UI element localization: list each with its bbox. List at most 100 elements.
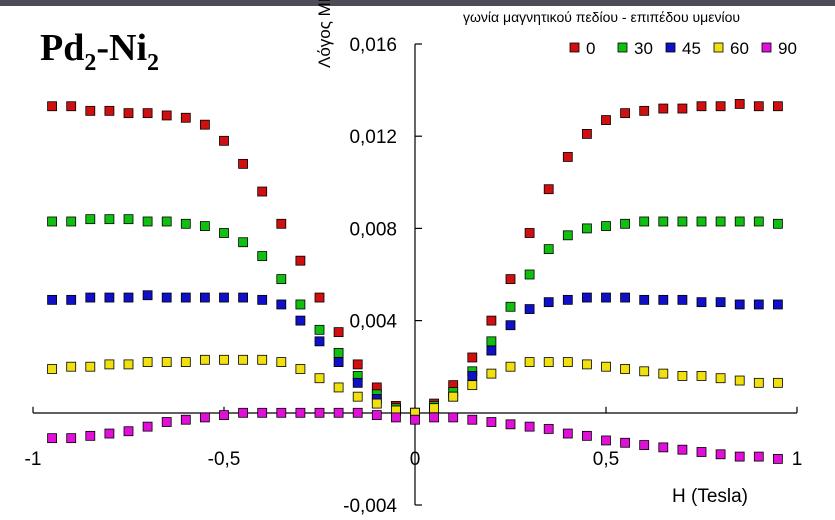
- point-s60-32: [658, 368, 669, 379]
- point-s0-35: [715, 101, 726, 112]
- point-s90-23: [486, 417, 497, 427]
- point-s0-36: [734, 99, 745, 109]
- point-s60-4: [123, 359, 134, 370]
- point-s30-27: [562, 230, 573, 241]
- point-s90-21: [448, 412, 459, 423]
- point-s90-5: [142, 421, 153, 432]
- point-s45-4: [123, 292, 134, 303]
- point-s0-28: [582, 128, 592, 139]
- legend-label-45: 45: [682, 39, 701, 58]
- point-s45-10: [238, 292, 249, 303]
- point-s0-31: [639, 105, 650, 116]
- point-s30-2: [85, 214, 96, 225]
- point-s45-37: [753, 299, 764, 310]
- point-s30-29: [601, 221, 611, 231]
- point-s45-31: [639, 294, 650, 305]
- x-tick-label-0: -1: [25, 449, 42, 470]
- point-s60-35: [715, 373, 726, 384]
- point-s60-26: [543, 357, 554, 367]
- y-tick-label-2: 0,008: [349, 219, 397, 240]
- legend-label-0: 0: [586, 39, 595, 58]
- point-s0-26: [543, 184, 554, 195]
- point-s90-22: [467, 414, 478, 425]
- point-s0-16: [352, 359, 363, 370]
- point-s90-29: [601, 435, 611, 446]
- tick-labels: -1 -0,5 0 0,5 1 -0,004 0,004 0,008 0,012 0,016: [25, 35, 803, 517]
- x-tick-label-3: 0,5: [593, 449, 619, 470]
- point-s30-5: [142, 216, 153, 227]
- point-s30-11: [257, 251, 268, 261]
- point-s0-14: [314, 292, 325, 303]
- point-s60-9: [219, 354, 229, 365]
- point-s0-6: [161, 110, 172, 121]
- point-s30-8: [199, 221, 210, 231]
- point-s90-32: [658, 442, 669, 453]
- point-s0-38: [773, 101, 783, 112]
- point-s90-0: [47, 433, 57, 444]
- point-s45-26: [543, 297, 554, 308]
- point-s90-36: [734, 451, 745, 462]
- point-s90-33: [677, 444, 688, 455]
- point-s30-6: [161, 216, 172, 227]
- point-s60-22: [467, 380, 478, 391]
- point-s45-13: [295, 315, 306, 326]
- point-s90-37: [753, 451, 764, 462]
- y-tick-label-1: 0,004: [349, 312, 397, 333]
- point-s45-23: [486, 345, 497, 356]
- point-s45-35: [715, 297, 726, 308]
- point-s90-19: [410, 414, 420, 425]
- legend-title: γωνία μαγνητικού πεδίου - επιπέδου υμενί…: [463, 9, 740, 25]
- legend-label-30: 30: [634, 39, 653, 58]
- point-s60-2: [85, 361, 96, 372]
- point-s30-7: [180, 218, 191, 229]
- point-s60-13: [295, 364, 306, 374]
- point-s0-15: [333, 327, 344, 338]
- point-s90-26: [543, 424, 554, 434]
- point-s60-25: [524, 357, 535, 367]
- x-tick-label-1: -0,5: [208, 449, 241, 470]
- point-s0-30: [620, 108, 630, 119]
- point-s0-13: [295, 255, 306, 266]
- point-s45-0: [47, 294, 57, 305]
- point-s45-29: [601, 292, 611, 303]
- point-s45-36: [734, 299, 745, 310]
- point-s90-31: [639, 440, 650, 450]
- point-s45-12: [276, 299, 287, 310]
- point-s30-15: [333, 347, 344, 358]
- point-s60-6: [161, 357, 172, 367]
- point-s30-32: [658, 216, 669, 227]
- point-s30-36: [734, 216, 745, 227]
- point-s0-32: [658, 103, 669, 114]
- point-s30-23: [486, 336, 497, 347]
- legend-marker-90: [761, 42, 772, 53]
- point-s30-28: [582, 223, 592, 234]
- point-s45-11: [257, 294, 268, 305]
- point-s30-24: [505, 301, 516, 312]
- point-s90-28: [582, 430, 592, 441]
- point-s30-35: [715, 216, 726, 227]
- point-s90-24: [505, 419, 516, 430]
- x-axis-title: H (Tesla): [672, 486, 748, 507]
- point-s90-20: [429, 412, 440, 423]
- legend: γωνία μαγνητικού πεδίου - επιπέδου υμενί…: [463, 9, 797, 58]
- point-s90-3: [104, 428, 115, 439]
- point-s0-29: [601, 115, 611, 125]
- point-s45-8: [199, 292, 210, 303]
- point-s60-37: [753, 377, 764, 388]
- point-s30-9: [219, 228, 229, 238]
- point-s45-27: [562, 294, 573, 305]
- point-s45-5: [142, 290, 153, 301]
- point-s90-16: [352, 407, 363, 418]
- point-s90-12: [276, 407, 287, 418]
- legend-items: 0 30 45 60 90: [569, 39, 797, 58]
- point-s45-2: [85, 292, 96, 303]
- point-s90-30: [620, 437, 630, 448]
- point-s0-24: [505, 274, 516, 285]
- point-s45-33: [677, 294, 688, 305]
- window-top-bar: [0, 0, 835, 6]
- point-s30-25: [524, 269, 535, 280]
- point-s60-16: [352, 391, 363, 402]
- point-s0-5: [142, 108, 153, 119]
- point-s90-11: [257, 407, 268, 418]
